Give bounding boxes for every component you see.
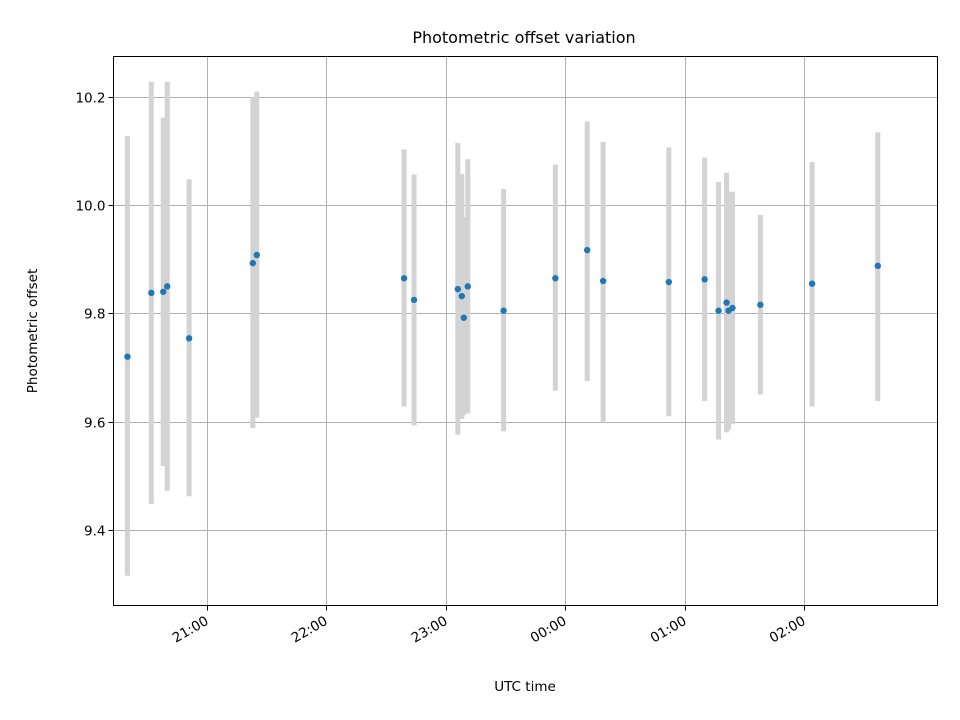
y-axis: 9.4 9.6 9.8 10.0 10.2 — [75, 91, 114, 540]
data-point — [584, 246, 591, 254]
data-point — [723, 299, 730, 306]
y-tick-label: 10.0 — [75, 199, 105, 215]
data-point — [500, 307, 507, 314]
x-tick-label: 22:00 — [289, 613, 331, 646]
y-axis-label: Photometric offset — [25, 269, 41, 393]
data-point — [400, 275, 408, 282]
x-tick-label: 01:00 — [648, 613, 690, 646]
data-point — [715, 307, 722, 314]
y-tick-label: 9.8 — [84, 307, 105, 323]
y-tick-label: 9.6 — [84, 416, 105, 432]
y-tick-label: 10.2 — [75, 91, 105, 107]
data-point — [160, 288, 167, 295]
data-point — [458, 292, 466, 300]
chart-title: Photometric offset variation — [412, 28, 635, 47]
data-point — [249, 259, 257, 267]
data-point — [729, 304, 736, 312]
data-points — [124, 246, 881, 360]
data-point — [552, 275, 559, 282]
error-bars — [124, 81, 881, 576]
x-axis-label: UTC time — [494, 679, 556, 695]
x-axis: 21:00 22:00 23:00 00:00 01:00 02:00 — [170, 605, 809, 646]
x-tick-label: 00:00 — [528, 613, 570, 646]
data-point — [808, 280, 816, 287]
data-point — [599, 277, 607, 285]
x-tick-label: 23:00 — [409, 613, 451, 646]
data-point — [164, 283, 171, 290]
data-point — [253, 251, 261, 259]
data-point — [124, 353, 131, 360]
data-point — [464, 283, 471, 290]
data-point — [874, 262, 881, 270]
data-point — [701, 276, 708, 283]
data-point — [460, 314, 467, 321]
data-point — [148, 289, 155, 297]
data-point — [757, 301, 764, 308]
data-point — [454, 285, 462, 293]
plot-area-frame — [113, 56, 938, 606]
data-point — [185, 335, 193, 342]
data-point — [665, 278, 673, 286]
x-tick-label: 21:00 — [170, 613, 212, 646]
data-point — [410, 296, 418, 304]
y-tick-label: 9.4 — [84, 524, 105, 540]
x-tick-label: 02:00 — [767, 613, 809, 646]
